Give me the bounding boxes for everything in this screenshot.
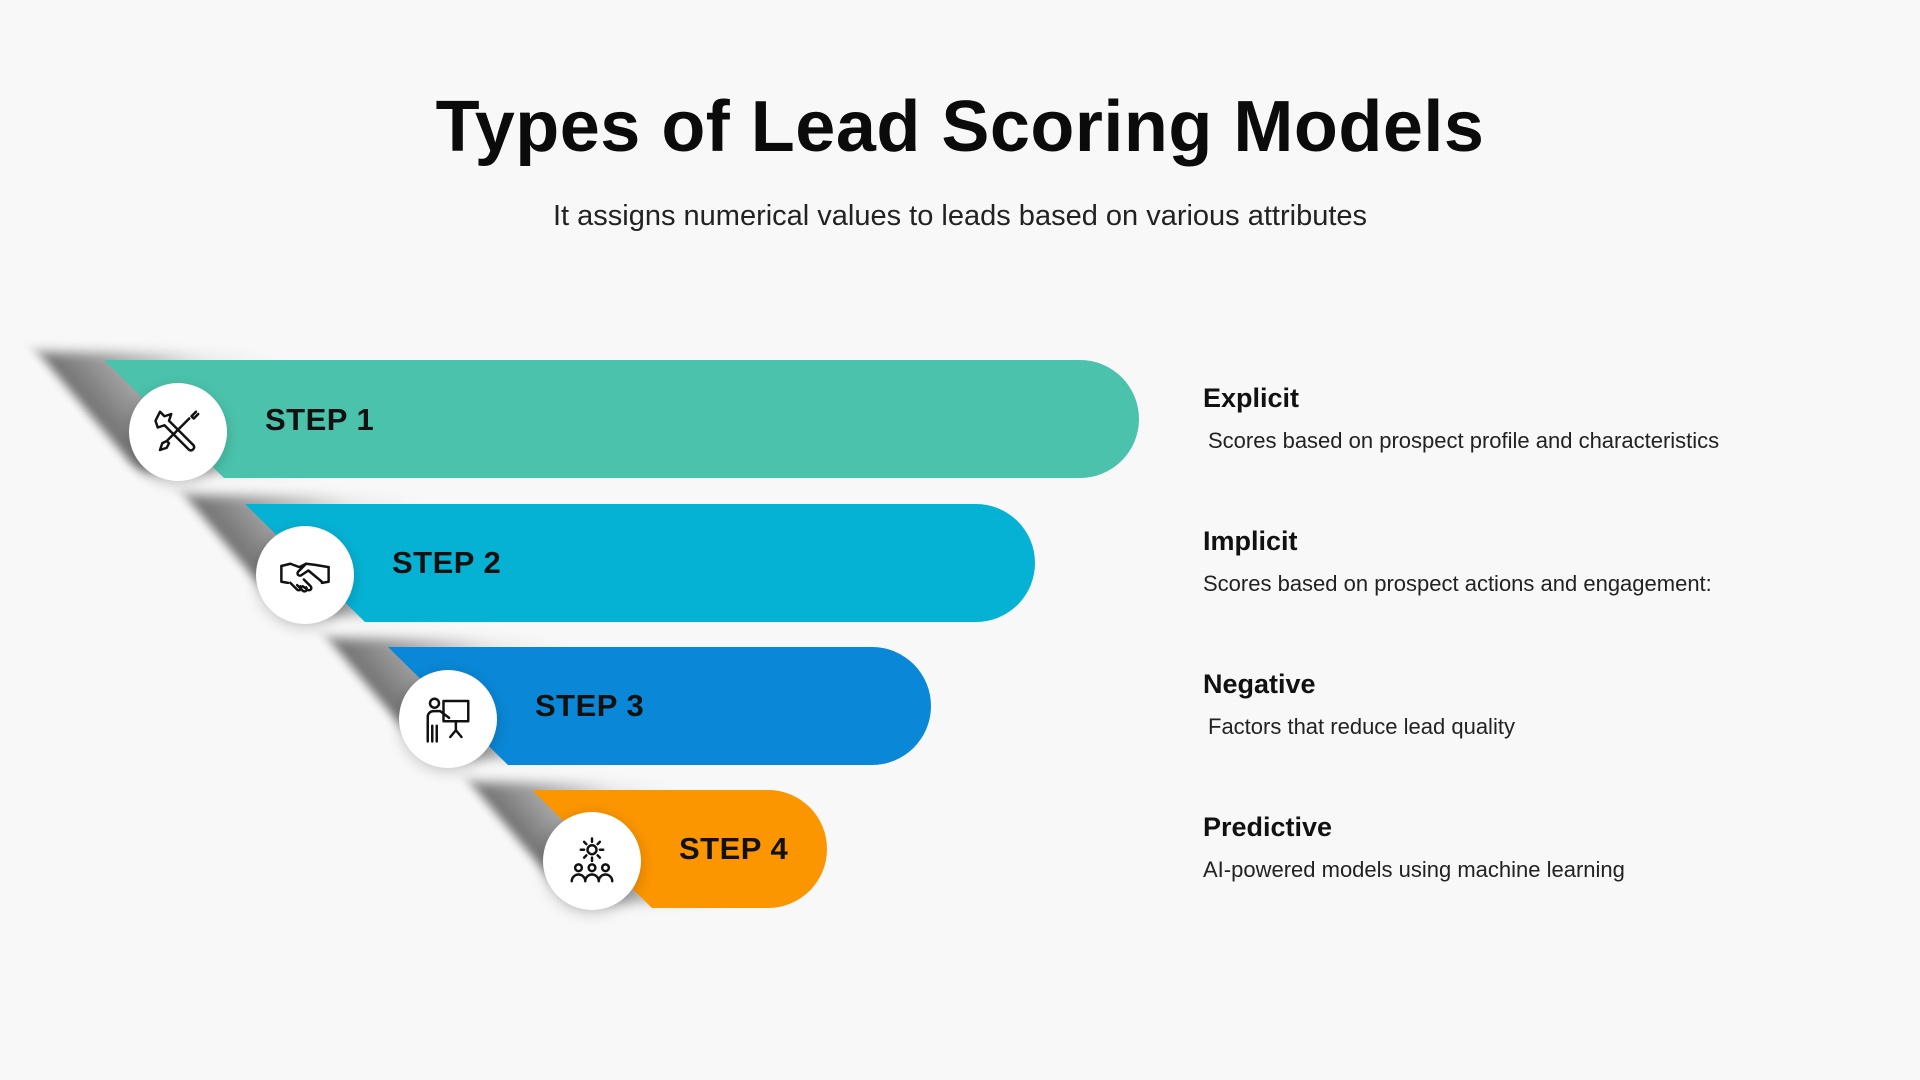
step-1-heading: Explicit bbox=[1203, 383, 1300, 413]
step-2-heading: Implicit bbox=[1203, 526, 1298, 556]
step-4-heading: Predictive bbox=[1203, 812, 1333, 842]
step-4-description: Predictive AI-powered models using machi… bbox=[1203, 812, 1883, 883]
tools-icon bbox=[154, 410, 200, 452]
step-4-icon-circle bbox=[543, 812, 641, 910]
step-1-label: STEP 1 bbox=[265, 402, 375, 437]
step-1-icon-circle bbox=[129, 383, 227, 481]
step-4-label: STEP 4 bbox=[679, 831, 789, 866]
step-1-text: Scores based on prospect profile and cha… bbox=[1208, 428, 1720, 453]
step-1-bar bbox=[104, 360, 1139, 478]
step-2-text: Scores based on prospect actions and eng… bbox=[1203, 571, 1712, 596]
step-2-icon-circle bbox=[256, 526, 354, 624]
step-3-icon-circle bbox=[399, 670, 497, 768]
page-subtitle: It assigns numerical values to leads bas… bbox=[552, 200, 1368, 232]
team-gear-icon bbox=[570, 837, 614, 883]
presenter-icon bbox=[426, 697, 470, 743]
step-2-bar bbox=[245, 504, 1035, 622]
step-2-description: Implicit Scores based on prospect action… bbox=[1203, 526, 1883, 597]
step-3-text: Factors that reduce lead quality bbox=[1208, 714, 1515, 739]
step-1-description: Explicit Scores based on prospect profil… bbox=[1203, 383, 1883, 454]
page-title: Types of Lead Scoring Models bbox=[435, 87, 1485, 167]
handshake-icon bbox=[280, 562, 330, 593]
step-3-heading: Negative bbox=[1203, 669, 1316, 699]
step-2-label: STEP 2 bbox=[392, 545, 502, 580]
step-3-label: STEP 3 bbox=[535, 688, 645, 723]
step-4-text: AI-powered models using machine learning bbox=[1203, 857, 1625, 882]
step-3-description: Negative Factors that reduce lead qualit… bbox=[1203, 669, 1883, 740]
